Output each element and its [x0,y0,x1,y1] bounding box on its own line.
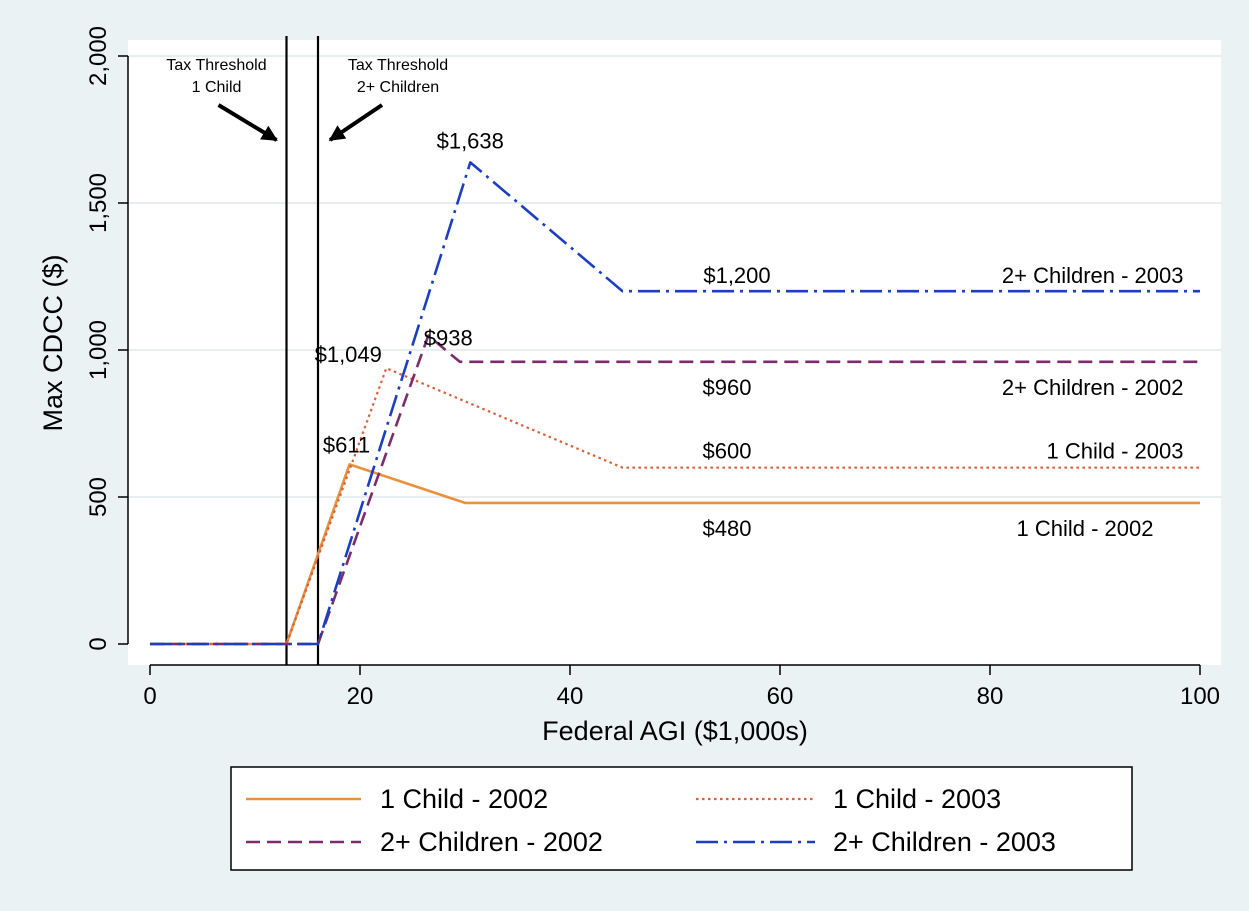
annotation-label: $1,049 [315,342,382,367]
threshold-label: 1 Child [192,79,242,96]
x-tick-label: 40 [557,683,584,710]
annotation-label: $1,638 [437,128,504,153]
series-layer [150,161,1200,646]
threshold-layer: Tax Threshold 1 Child Tax Threshold 2+ Chil… [166,36,448,665]
threshold-arrow [217,103,278,142]
threshold-label: 2+ Children [357,79,439,96]
annotation-label: 2+ Children - 2003 [1002,263,1184,288]
legend: 1 Child - 2002 1 Child - 2003 2+ Children … [230,766,1133,871]
annotation-label: $600 [703,439,752,464]
legend-label: 2+ Children - 2003 [833,827,1056,857]
x-tick-label: 100 [1180,683,1220,710]
y-tick-label: 2,000 [85,26,112,86]
annotation-label: $611 [323,432,370,457]
annotation-label: $1,200 [703,263,770,288]
x-axis-label: Federal AGI ($1,000s) [542,716,808,746]
y-tick-label: 1,500 [85,173,112,233]
axis-layer: 0 500 1,000 1,500 2,000 0 20 40 60 80 100 [85,26,1220,710]
y-tick-label: 1,000 [85,320,112,380]
annotation-label: 1 Child - 2003 [1047,439,1184,464]
threshold-arrow [328,103,384,142]
x-tick-label: 60 [767,683,794,710]
legend-label: 2+ Children - 2002 [380,827,603,857]
y-tick-label: 0 [85,637,112,650]
legend-label: 1 Child - 2002 [380,784,548,814]
y-axis-label: Max CDCC ($) [38,254,68,431]
legend-label: 1 Child - 2003 [833,784,1001,814]
x-tick-label: 0 [143,683,156,710]
annotation-label: 1 Child - 2002 [1017,516,1154,541]
threshold-label: Tax Threshold [348,57,448,74]
plot-area [128,40,1221,665]
x-tick-label: 80 [977,683,1004,710]
annotation-label: $960 [703,375,752,400]
annotation-label: $938 [424,326,473,351]
legend-box [230,766,1133,871]
y-tick-label: 500 [85,477,112,517]
annotation-layer: $611 $1,049 $938 $1,638 $1,200 $960 $600 $480 2+… [315,128,1184,540]
grid-layer [128,55,1221,498]
x-tick-label: 20 [347,683,374,710]
annotation-label: 2+ Children - 2002 [1002,375,1184,400]
threshold-label: Tax Threshold [166,57,266,74]
annotation-label: $480 [703,516,752,541]
series-line-4 [150,161,1200,646]
